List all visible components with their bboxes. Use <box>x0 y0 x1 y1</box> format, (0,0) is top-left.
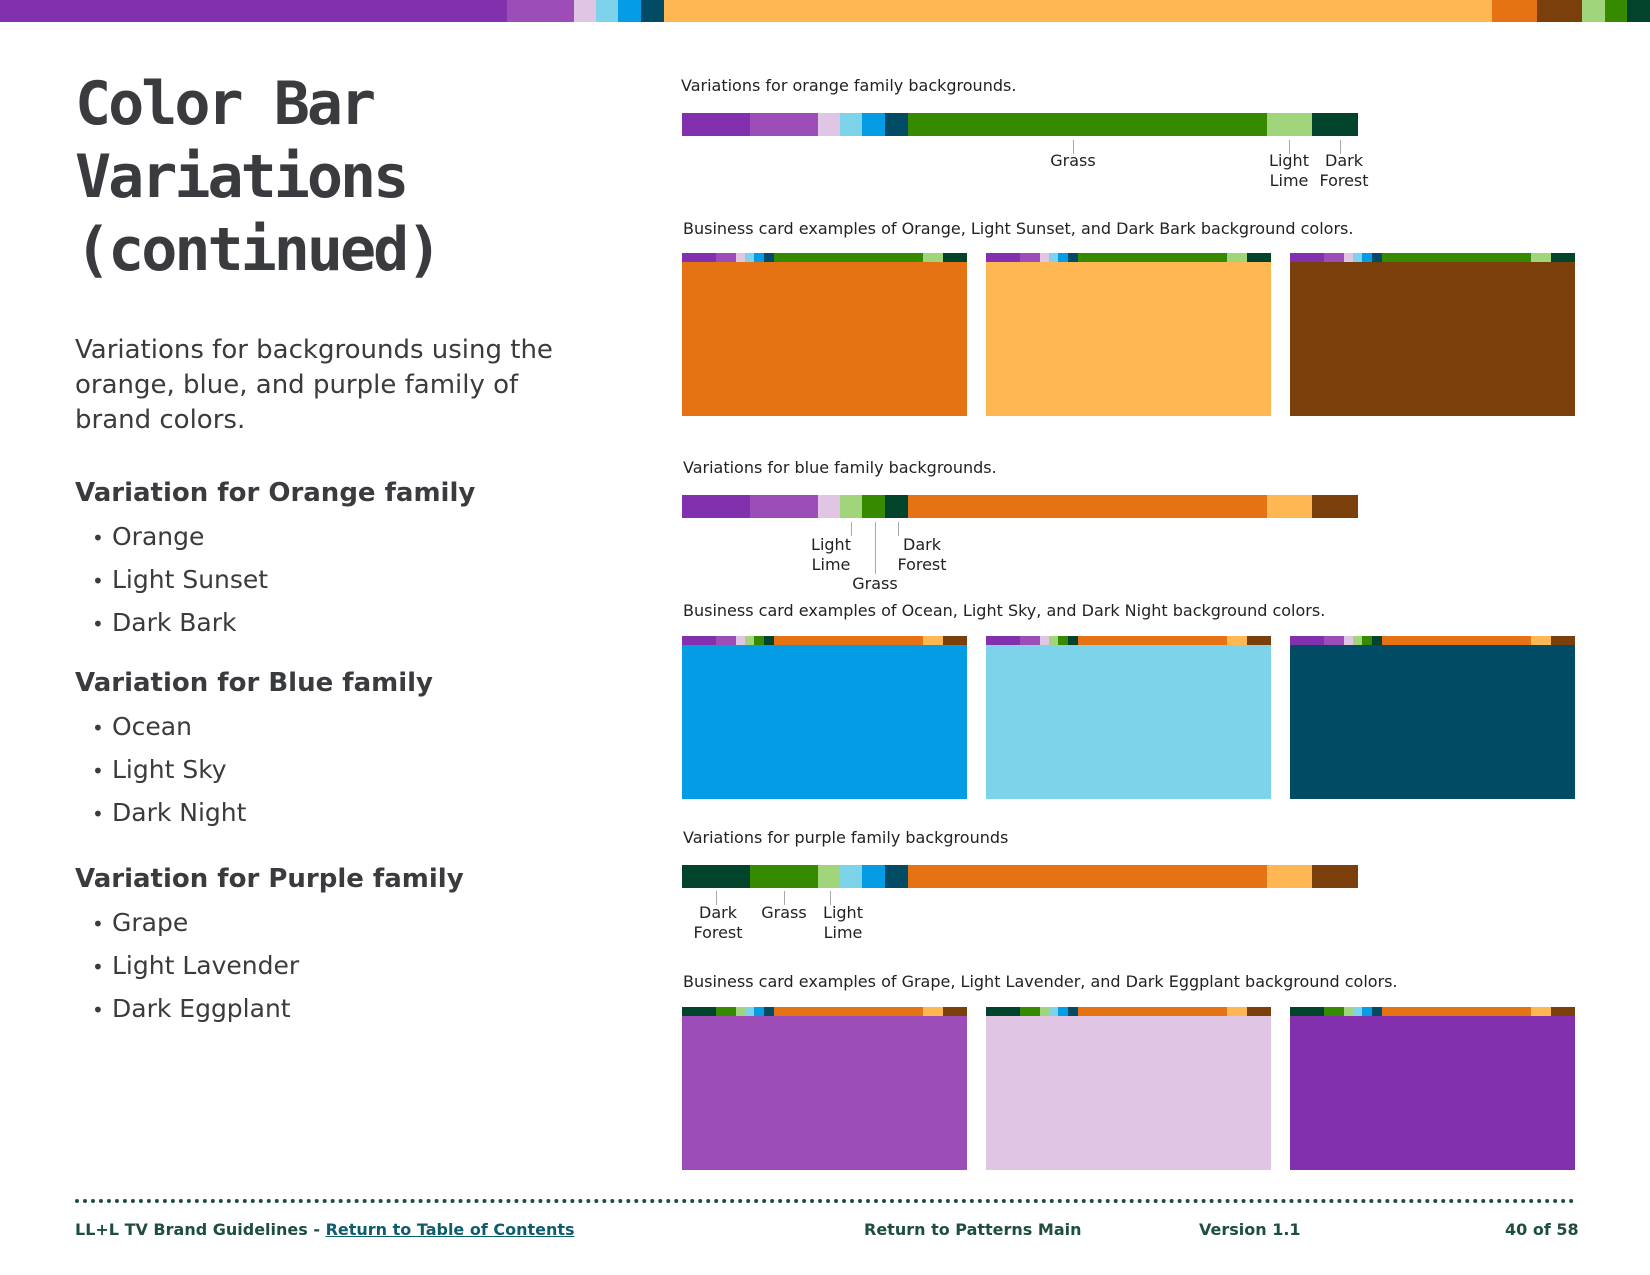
dark-forest-tick <box>716 891 717 905</box>
business-card-ocean <box>682 636 967 799</box>
dark-forest-label: Dark Forest <box>897 535 947 574</box>
orange-variation-bar <box>682 113 1358 136</box>
top-bar-light-lavender <box>574 0 596 22</box>
business-card-dark-bark <box>1290 253 1575 416</box>
grass-label: Grass <box>761 903 807 922</box>
page-number: 40 of 58 <box>1505 1220 1579 1239</box>
purple-variation-bar <box>682 865 1358 888</box>
footer-divider <box>75 1199 1575 1203</box>
top-bar-grape <box>0 0 507 22</box>
top-bar-ocean <box>618 0 641 22</box>
dark-forest-label: Dark Forest <box>1319 151 1369 190</box>
business-card-dark-night <box>1290 636 1575 799</box>
business-card-light-sunset <box>986 253 1271 416</box>
purple-bar-caption: Variations for purple family backgrounds <box>683 828 1009 847</box>
top-bar-light-sky <box>596 0 618 22</box>
top-color-bar <box>0 0 1650 22</box>
list-item: • Ocean <box>92 712 192 741</box>
intro-text: Variations for backgrounds using the ora… <box>75 335 553 435</box>
list-item: • Dark Eggplant <box>92 994 291 1023</box>
list-item: • Dark Night <box>92 798 247 827</box>
top-bar-dark-bark <box>1537 0 1582 22</box>
light-lime-label: Light Lime <box>1269 151 1309 190</box>
light-lime-tick <box>851 522 852 536</box>
list-item: • Light Lavender <box>92 951 300 980</box>
purple-family-list: Variation for Purple family • Grape • Ligh… <box>75 862 595 1031</box>
grass-label: Grass <box>1050 151 1096 170</box>
list-item: • Dark Bark <box>92 608 237 637</box>
top-bar-orange <box>1492 0 1537 22</box>
blue-family-heading: Variation for Blue family <box>75 668 433 698</box>
light-lime-label: Light Lime <box>823 903 863 942</box>
footer-left: LL+L TV Brand Guidelines - Return to Tab… <box>75 1220 575 1239</box>
business-card-orange <box>682 253 967 416</box>
blue-cards-caption: Business card examples of Ocean, Light S… <box>683 601 1326 620</box>
version-label: Version 1.1 <box>1199 1220 1301 1239</box>
footer-brand: LL+L TV Brand Guidelines - <box>75 1220 326 1239</box>
top-bar-dark-night <box>641 0 664 22</box>
grass-label: Grass <box>852 574 898 593</box>
orange-family-heading: Variation for Orange family <box>75 478 476 508</box>
orange-cards-caption: Business card examples of Orange, Light … <box>683 219 1354 238</box>
top-bar-lavender-mid <box>507 0 574 22</box>
top-bar-light-sunset <box>664 0 1492 22</box>
grass-tick <box>1073 140 1074 154</box>
list-item: • Orange <box>92 522 205 551</box>
light-lime-tick <box>1289 140 1290 154</box>
light-lime-tick <box>830 891 831 905</box>
blue-bar-caption: Variations for blue family backgrounds. <box>683 458 997 477</box>
light-lime-label: Light Lime <box>811 535 851 574</box>
purple-cards-caption: Business card examples of Grape, Light L… <box>683 972 1398 991</box>
business-card-light-lavender <box>986 1007 1271 1170</box>
grass-tick <box>875 522 876 574</box>
business-card-light-sky <box>986 636 1271 799</box>
toc-link[interactable]: Return to Table of Contents <box>325 1220 575 1239</box>
dark-forest-label: Dark Forest <box>693 903 743 942</box>
business-card-grape <box>682 1007 967 1170</box>
business-card-dark-eggplant <box>1290 1007 1575 1170</box>
blue-family-list: Variation for Blue family • Ocean • Light … <box>75 666 595 835</box>
list-item: • Light Sunset <box>92 565 269 594</box>
blue-variation-bar <box>682 495 1358 518</box>
dark-forest-tick <box>1340 140 1341 154</box>
orange-bar-caption: Variations for orange family backgrounds… <box>681 76 1017 95</box>
orange-family-list: Variation for Orange family • Orange • Lig… <box>75 476 595 645</box>
dark-forest-tick <box>898 522 899 536</box>
top-bar-light-lime <box>1582 0 1605 22</box>
top-bar-dark-forest <box>1627 0 1650 22</box>
list-item: • Light Sky <box>92 755 227 784</box>
page-title: Color Bar Variations (continued) <box>75 69 442 285</box>
grass-tick <box>784 891 785 905</box>
top-bar-grass <box>1605 0 1627 22</box>
list-item: • Grape <box>92 908 189 937</box>
purple-family-heading: Variation for Purple family <box>75 864 464 894</box>
patterns-main-link[interactable]: Return to Patterns Main <box>864 1220 1082 1239</box>
